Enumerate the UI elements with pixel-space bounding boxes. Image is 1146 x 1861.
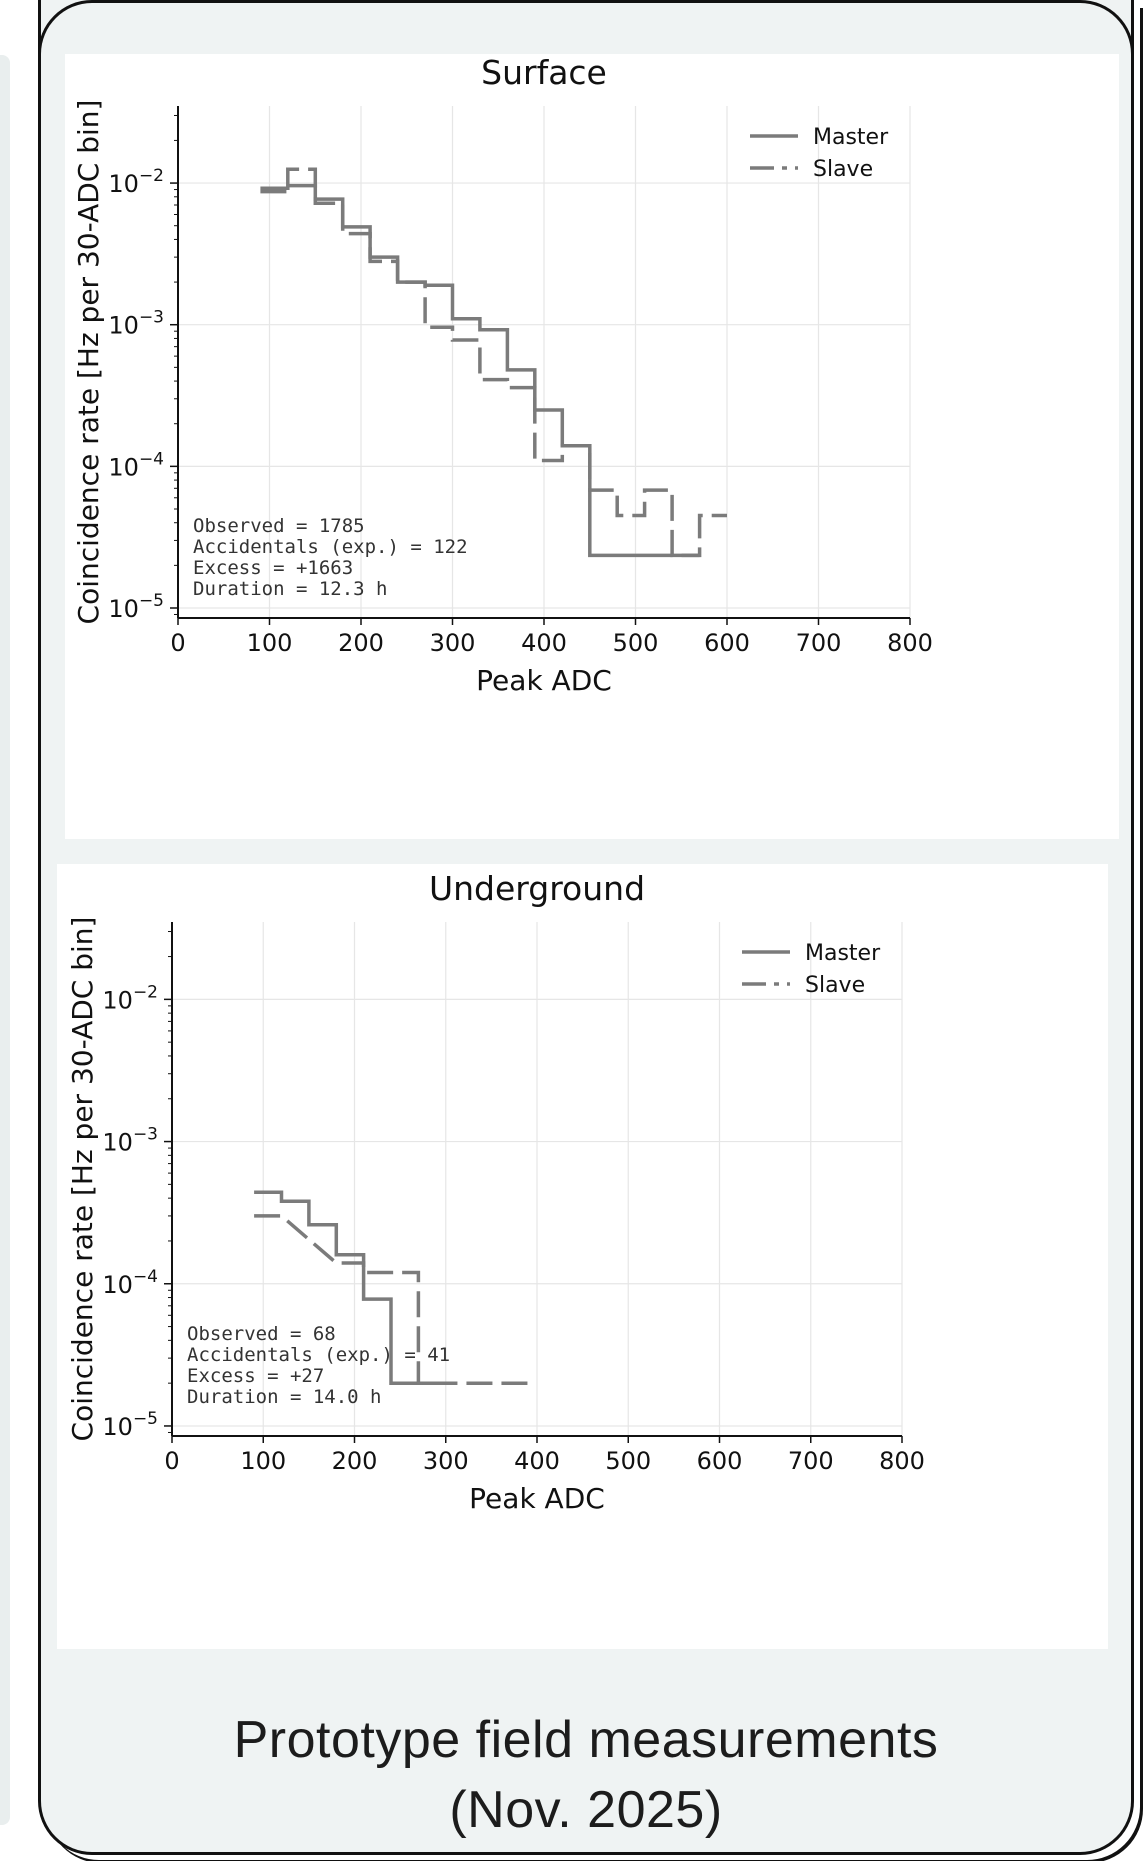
stats-line: Excess = +1663	[193, 557, 353, 579]
x-tick-label: 100	[247, 629, 293, 657]
x-tick-label: 300	[430, 629, 476, 657]
x-tick-label: 500	[605, 1447, 651, 1475]
series-slave-line	[254, 1214, 528, 1385]
stats-line: Observed = 68	[187, 1323, 336, 1345]
y-tick-label: 10−3	[108, 308, 164, 340]
x-tick-label: 0	[164, 1447, 179, 1475]
legend-label-master: Master	[805, 941, 881, 966]
chart-title: Surface	[481, 54, 607, 92]
x-tick-label: 200	[332, 1447, 378, 1475]
stats-line: Accidentals (exp.) = 41	[187, 1344, 450, 1366]
x-tick-label: 100	[240, 1447, 286, 1475]
x-axis-label: Peak ADC	[469, 1482, 605, 1515]
series-slave-line	[260, 167, 727, 558]
caption-title: Prototype field measurements	[233, 1711, 939, 1769]
stats-line: Observed = 1785	[193, 515, 365, 537]
x-tick-label: 700	[796, 629, 842, 657]
y-tick-label: 10−3	[102, 1125, 158, 1157]
x-tick-label: 500	[613, 629, 659, 657]
x-tick-label: 400	[521, 629, 567, 657]
x-tick-label: 400	[514, 1447, 560, 1475]
legend-label-slave: Slave	[813, 157, 873, 182]
legend-label-slave: Slave	[805, 973, 865, 998]
y-tick-label: 10−4	[108, 449, 164, 481]
surface-chart: Surface 0 100 200 300 400 500 600 700 800 10−2 10−3…	[72, 53, 933, 697]
plot-panel-surface: Surface 0 100 200 300 400 500 600 700 800 10−2 10−3…	[65, 53, 1119, 839]
x-tick-label: 800	[879, 1447, 925, 1475]
series-master-line	[260, 183, 700, 558]
underground-chart: Underground 0 100 200 300 400 500 600 700 800 10−2…	[66, 869, 925, 1515]
stats-line: Accidentals (exp.) = 122	[193, 536, 468, 558]
x-tick-label: 300	[423, 1447, 469, 1475]
y-tick-label: 10−2	[108, 166, 164, 198]
y-tick-label: 10−5	[108, 591, 164, 623]
caption-date: (Nov. 2025)	[449, 1781, 723, 1839]
x-tick-label: 600	[697, 1447, 743, 1475]
y-tick-label: 10−4	[102, 1267, 158, 1299]
plot-panel-underground: Underground 0 100 200 300 400 500 600 700 800 10−2…	[57, 864, 1108, 1649]
y-axis-label: Coincidence rate [Hz per 30-ADC bin]	[72, 100, 105, 625]
y-tick-label: 10−2	[102, 982, 158, 1014]
x-tick-label: 0	[170, 629, 185, 657]
y-axis-label: Coincidence rate [Hz per 30-ADC bin]	[66, 917, 99, 1442]
chart-title: Underground	[429, 869, 645, 908]
stats-line: Excess = +27	[187, 1365, 324, 1387]
stats-line: Duration = 14.0 h	[187, 1386, 381, 1408]
x-tick-label: 200	[338, 629, 384, 657]
x-tick-label: 800	[887, 629, 933, 657]
x-axis-label: Peak ADC	[476, 664, 612, 697]
legend-label-master: Master	[813, 125, 889, 150]
x-tick-label: 700	[788, 1447, 834, 1475]
y-tick-label: 10−5	[102, 1409, 158, 1441]
left-edge-strip	[0, 55, 10, 1825]
series-master-line	[254, 1190, 446, 1385]
x-tick-label: 600	[704, 629, 750, 657]
stats-line: Duration = 12.3 h	[193, 578, 387, 600]
